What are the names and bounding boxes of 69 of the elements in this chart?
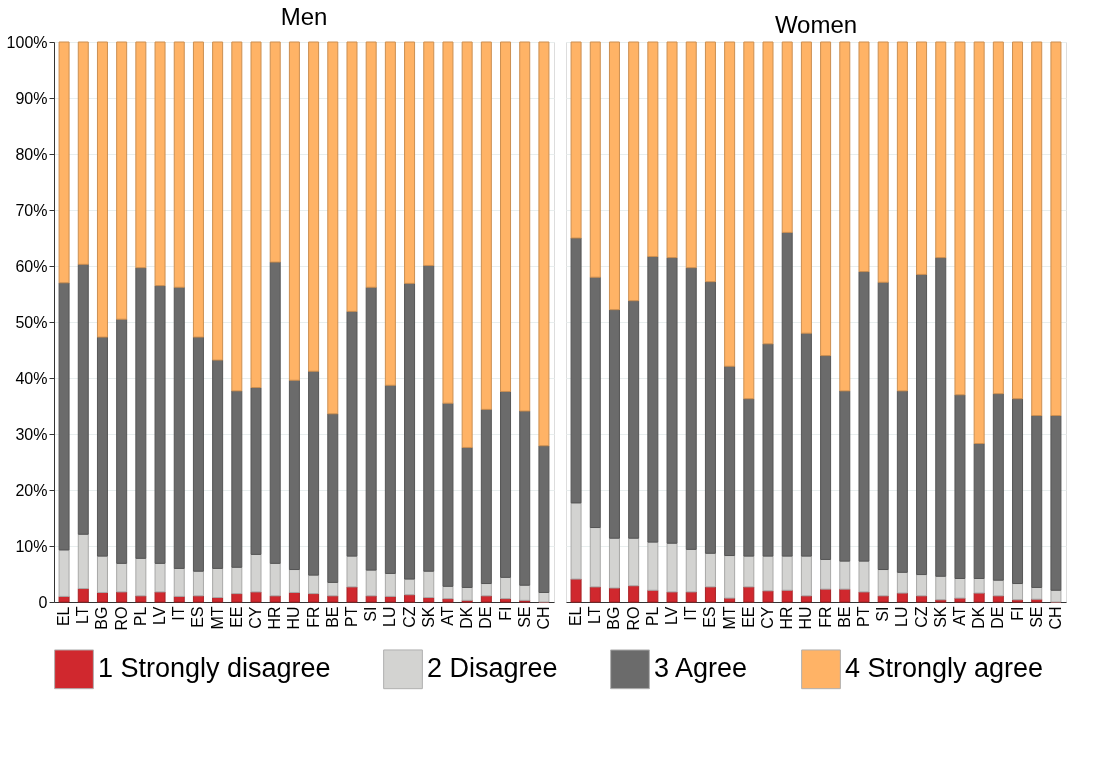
chart-title: Men (280, 3, 328, 30)
x-tick-label: PL (131, 606, 149, 627)
x-tick-label: BG (605, 606, 623, 630)
x-tick-label: EE (739, 606, 757, 628)
x-tick-label: SK (931, 606, 949, 628)
x-tick-label: EL (55, 606, 73, 627)
legend-label: 2 Disagree (427, 653, 558, 684)
x-tick-label: LT (586, 606, 604, 624)
x-tick-label: FR (816, 606, 834, 628)
x-tick-label: SE (515, 606, 533, 628)
x-tick-label: BG (93, 606, 111, 630)
x-tick-label: AT (950, 606, 968, 626)
x-tick-label: CZ (400, 606, 418, 628)
y-tick-label: 10% (15, 537, 48, 555)
x-tick-label: PT (342, 606, 360, 627)
x-tick-label: BE (323, 606, 341, 628)
x-tick-label: SI (362, 606, 380, 622)
x-tick-label: DK (970, 606, 988, 629)
x-tick-label: SI (874, 606, 892, 622)
x-tick-label: CZ (912, 606, 930, 628)
x-tick-label: ES (701, 606, 719, 628)
y-tick-label: 100% (6, 33, 48, 51)
x-tick-label: SE (1027, 606, 1045, 628)
x-tick-label: DE (477, 606, 495, 629)
x-tick-label: LV (663, 606, 681, 625)
x-tick-label: AT (438, 606, 456, 626)
x-tick-label: IT (170, 606, 188, 621)
x-tick-label: HU (797, 606, 815, 630)
x-tick-label: RO (624, 606, 642, 631)
y-tick-label: 70% (15, 201, 48, 219)
x-tick-label: RO (112, 606, 130, 631)
x-tick-label: CH (1046, 606, 1064, 630)
y-tick-label: 90% (15, 89, 48, 107)
x-tick-label: HR (266, 606, 284, 630)
x-tick-label: SK (419, 606, 437, 628)
y-tick-label: 0 (38, 593, 48, 611)
legend-label: 4 Strongly agree (845, 653, 1044, 684)
x-tick-label: CY (247, 606, 265, 629)
x-tick-label: CY (759, 606, 777, 629)
y-tick-label: 20% (15, 481, 48, 499)
x-tick-label: BE (835, 606, 853, 628)
x-tick-label: IT (682, 606, 700, 621)
x-tick-label: MT (208, 606, 226, 630)
x-tick-label: DK (458, 606, 476, 629)
x-tick-label: LU (893, 606, 911, 627)
y-tick-label: 80% (15, 145, 48, 163)
y-tick-label: 30% (15, 425, 48, 443)
x-tick-label: HU (285, 606, 303, 630)
x-tick-label: EE (227, 606, 245, 628)
x-tick-label: FR (304, 606, 322, 628)
x-tick-label: PT (854, 606, 872, 627)
legend-label: 3 Agree (654, 653, 748, 684)
x-tick-label: PL (643, 606, 661, 627)
chart-title: Women (774, 10, 858, 38)
x-tick-label: LU (381, 606, 399, 627)
x-tick-label: CH (534, 606, 552, 630)
x-tick-label: HR (778, 606, 796, 630)
x-tick-label: LT (74, 606, 92, 624)
x-tick-label: FI (1008, 606, 1026, 621)
y-tick-label: 50% (15, 313, 48, 331)
x-tick-label: DE (989, 606, 1007, 629)
legend-label: 1 Strongly disagree (98, 653, 331, 684)
x-tick-label: MT (720, 606, 738, 630)
x-tick-label: FI (496, 606, 514, 621)
y-tick-label: 40% (15, 369, 48, 387)
y-tick-label: 60% (15, 257, 48, 275)
x-tick-label: ES (189, 606, 207, 628)
x-tick-label: EL (567, 606, 585, 627)
x-tick-label: LV (151, 606, 169, 625)
